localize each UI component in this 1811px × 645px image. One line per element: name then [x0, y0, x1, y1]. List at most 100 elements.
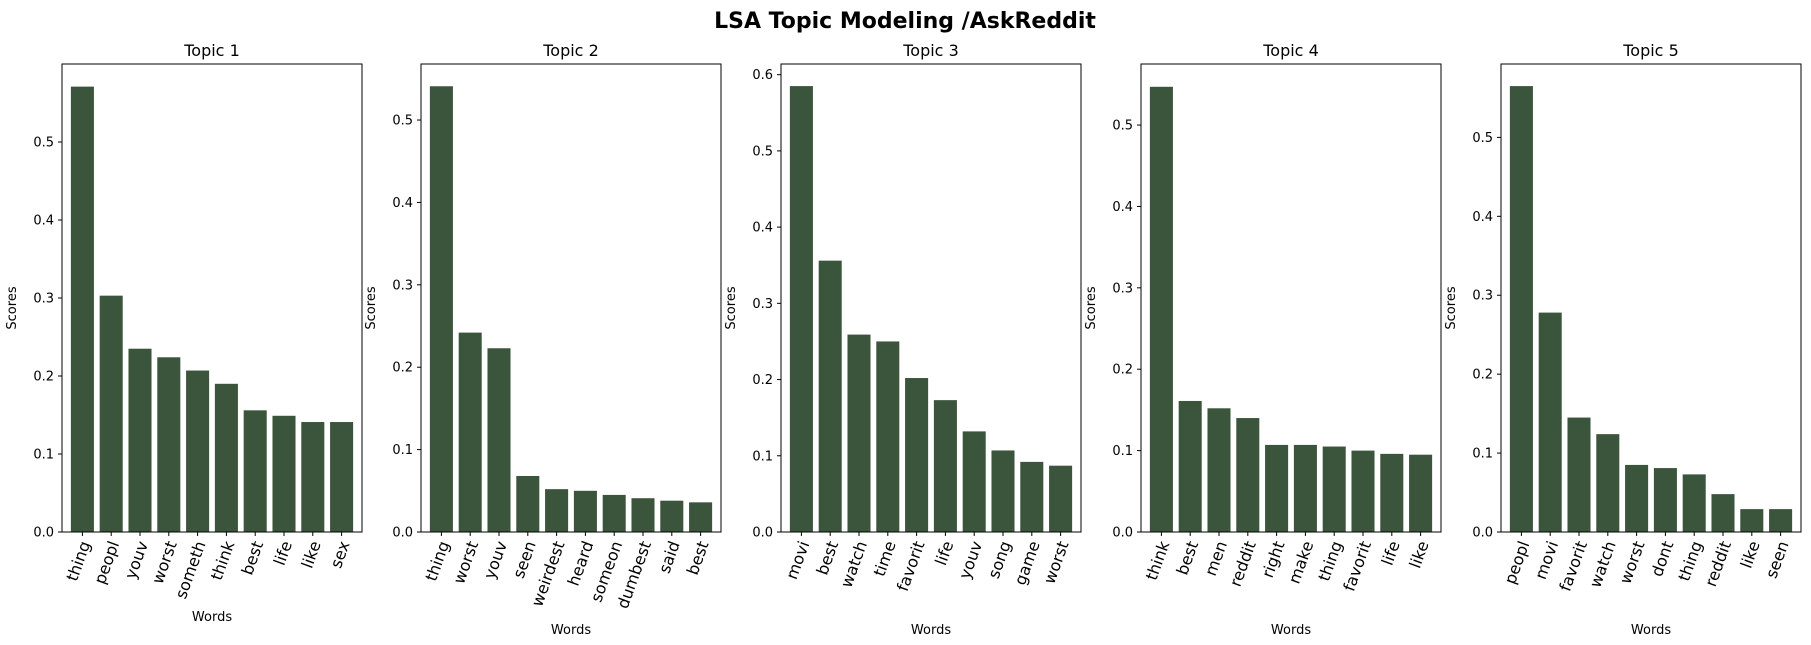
- bar-seen: [1769, 509, 1793, 532]
- x-tick-label: best: [683, 538, 713, 577]
- bar-best: [1178, 400, 1202, 532]
- y-tick-label: 0.5: [1472, 131, 1493, 146]
- bar-sex: [330, 422, 354, 532]
- x-tick-label: thing: [421, 538, 453, 583]
- x-tick-label: like: [1737, 538, 1764, 570]
- x-tick-label: best: [1172, 538, 1202, 577]
- x-tick-label: life: [931, 538, 957, 567]
- bar-song: [991, 450, 1015, 532]
- bar-watch: [847, 334, 871, 532]
- y-tick-label: 0.1: [752, 449, 773, 464]
- x-tick-label: seen: [509, 538, 540, 580]
- y-tick-label: 0.4: [392, 196, 413, 211]
- bar-think: [1149, 86, 1173, 532]
- x-tick-label: best: [812, 538, 842, 577]
- x-tick-label: worst: [148, 538, 181, 586]
- y-tick-label: 0.0: [33, 526, 54, 541]
- bar-heard: [573, 490, 597, 532]
- y-axis-label: Scores: [1444, 286, 1459, 329]
- axes-frame: [61, 63, 363, 533]
- bar-best: [243, 410, 267, 532]
- x-tick-label: peopl: [1500, 538, 1533, 586]
- x-tick-label: thing: [1314, 538, 1346, 583]
- x-tick-label: said: [655, 538, 684, 575]
- x-tick-label: right: [1258, 538, 1289, 580]
- y-tick-label: 0.2: [392, 361, 413, 376]
- y-tick-label: 0.4: [33, 214, 54, 229]
- y-tick-label: 0.4: [1472, 210, 1493, 225]
- x-tick-label: peopl: [90, 538, 123, 586]
- y-tick-label: 0.0: [392, 526, 413, 541]
- x-tick-label: movi: [782, 538, 813, 581]
- y-tick-label: 0.6: [752, 68, 773, 83]
- y-axis-label: Scores: [364, 286, 379, 329]
- x-tick-label: worst: [449, 538, 482, 586]
- bar-peopl: [1509, 86, 1533, 532]
- y-tick-label: 0.1: [392, 443, 413, 458]
- x-tick-label: like: [298, 538, 325, 570]
- bar-life: [933, 400, 957, 532]
- x-tick-label: reddit: [1226, 538, 1260, 589]
- y-tick-label: 0.5: [752, 144, 773, 159]
- subplot-topic-2: Topic 2thingworstyouvseenweirdestheardso…: [364, 41, 722, 638]
- bar-peopl: [99, 295, 123, 532]
- y-tick-label: 0.0: [1112, 526, 1133, 541]
- y-tick-label: 0.3: [33, 292, 54, 307]
- bar-worst: [157, 357, 181, 532]
- bar-best: [818, 260, 842, 532]
- bar-reddit: [1711, 494, 1735, 532]
- y-tick-label: 0.3: [1112, 281, 1133, 296]
- bar-like: [301, 422, 325, 532]
- bar-watch: [1596, 434, 1620, 532]
- x-tick-label: life: [270, 538, 296, 567]
- x-axis-label: Words: [192, 610, 232, 625]
- bar-worst: [458, 332, 482, 532]
- x-tick-label: make: [1285, 538, 1318, 586]
- x-tick-label: best: [237, 538, 267, 577]
- x-tick-label: seen: [1762, 538, 1793, 580]
- bar-favorit: [1351, 450, 1375, 532]
- y-tick-label: 0.5: [392, 114, 413, 129]
- x-tick-label: men: [1201, 538, 1231, 578]
- y-tick-label: 0.5: [33, 136, 54, 151]
- x-tick-label: thing: [62, 538, 94, 583]
- bar-reddit: [1236, 418, 1260, 532]
- bar-youv: [487, 348, 511, 532]
- bar-right: [1265, 444, 1289, 532]
- bar-youv: [962, 431, 986, 532]
- x-tick-label: think: [1142, 538, 1174, 583]
- figure-title: LSA Topic Modeling /AskReddit: [714, 9, 1096, 34]
- axes-frame: [780, 63, 1082, 533]
- axes-frame: [1140, 63, 1442, 533]
- x-tick-label: life: [1378, 538, 1404, 567]
- y-tick-label: 0.1: [33, 448, 54, 463]
- x-tick-label: reddit: [1701, 538, 1735, 589]
- y-tick-label: 0.1: [1472, 447, 1493, 462]
- bar-movi: [1538, 312, 1562, 532]
- x-tick-label: youv: [480, 538, 511, 581]
- bar-thing: [1682, 474, 1706, 532]
- x-axis-label: Words: [1271, 623, 1311, 638]
- x-tick-label: like: [1405, 538, 1432, 570]
- x-tick-label: worst: [1616, 538, 1649, 586]
- x-tick-label: watch: [1585, 538, 1619, 590]
- bar-movi: [789, 86, 813, 532]
- x-tick-label: dont: [1647, 538, 1677, 579]
- subplot-title: Topic 3: [902, 41, 959, 60]
- bar-favorit: [1567, 417, 1591, 532]
- bar-someon: [602, 494, 626, 532]
- bar-life: [1380, 453, 1404, 532]
- x-tick-label: youv: [121, 538, 152, 581]
- bar-seen: [516, 475, 540, 532]
- bar-dont: [1653, 468, 1677, 532]
- x-tick-label: sex: [326, 538, 353, 570]
- x-axis-label: Words: [911, 623, 951, 638]
- bar-youv: [128, 348, 152, 532]
- axes-frame: [1500, 63, 1802, 533]
- y-tick-label: 0.0: [1472, 526, 1493, 541]
- bar-men: [1207, 408, 1231, 532]
- bar-thing: [1322, 446, 1346, 532]
